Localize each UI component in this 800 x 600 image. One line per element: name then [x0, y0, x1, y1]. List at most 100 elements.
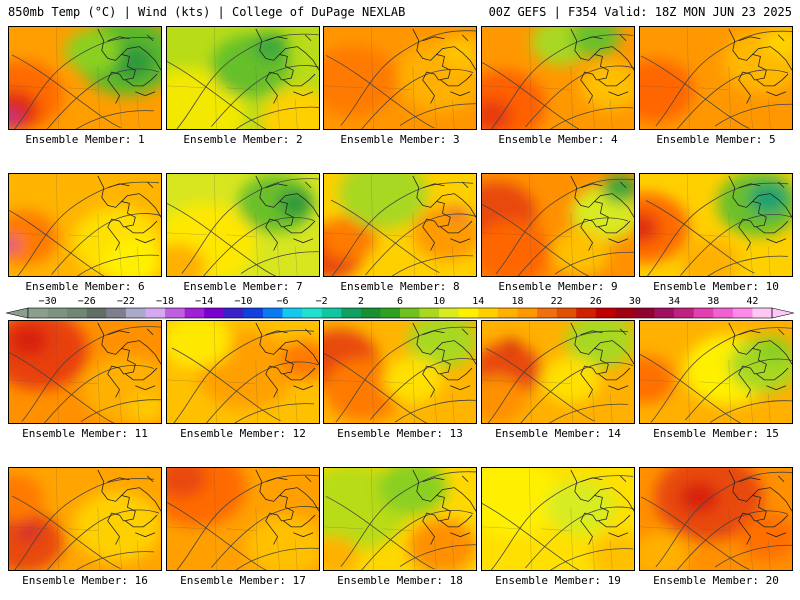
- temperature-region: [640, 59, 695, 123]
- height-contour: [9, 351, 115, 423]
- colorbar-tick-label: 34: [668, 296, 681, 307]
- height-contour: [550, 548, 634, 570]
- great-lakes-coastline: [570, 469, 634, 545]
- colorbar-swatch: [302, 308, 322, 318]
- height-contour: [399, 544, 476, 567]
- colorbar-max-arrow: [771, 307, 794, 319]
- colorbar-tick-label: −30: [38, 296, 57, 307]
- temperature-region: [763, 27, 792, 58]
- great-lakes-coastline: [728, 175, 792, 251]
- colorbar-tick-label: −2: [315, 296, 328, 307]
- height-contour: [325, 496, 435, 570]
- ensemble-panel: [639, 173, 793, 277]
- colorbar-swatch: [243, 308, 264, 318]
- panel-caption: Ensemble Member: 5: [656, 133, 776, 146]
- temperature-region: [338, 174, 428, 229]
- temperature-field-map: [167, 27, 319, 129]
- height-contour: [554, 251, 634, 275]
- temperature-field-map: [640, 468, 792, 570]
- panel-caption: Ensemble Member: 6: [25, 280, 145, 293]
- temperature-region: [451, 208, 464, 218]
- height-contour: [235, 106, 319, 129]
- state-borders: [482, 174, 613, 276]
- ensemble-panel: [481, 320, 635, 424]
- colorbar-swatch: [674, 308, 694, 318]
- panel-caption: Ensemble Member: 13: [337, 427, 463, 440]
- panel-caption: Ensemble Member: 18: [337, 574, 463, 587]
- temperature-field-map: [9, 27, 161, 129]
- panel-caption: Ensemble Member: 1: [25, 133, 145, 146]
- temperature-region: [9, 324, 49, 357]
- temperature-region: [378, 468, 448, 516]
- ensemble-panel: [166, 467, 320, 571]
- panel-caption: Ensemble Member: 10: [653, 280, 779, 293]
- ensemble-panel: [323, 26, 477, 130]
- temperature-region: [442, 35, 476, 68]
- panel-caption: Ensemble Member: 3: [340, 133, 460, 146]
- colorbar-swatch: [360, 308, 381, 318]
- great-lakes-coastline: [570, 175, 634, 251]
- temperature-colorbar: [6, 307, 794, 319]
- colorbar-tick-label: −10: [234, 296, 253, 307]
- state-borders: [482, 321, 613, 423]
- height-contour: [680, 214, 792, 276]
- panel-caption: Ensemble Member: 12: [180, 427, 306, 440]
- temperature-field-map: [167, 321, 319, 423]
- temperature-region: [679, 481, 719, 514]
- state-borders: [167, 174, 298, 276]
- height-contour: [234, 403, 315, 423]
- colorbar-swatch: [439, 308, 460, 318]
- height-contour: [394, 399, 476, 423]
- state-borders: [482, 27, 613, 129]
- temperature-region: [102, 238, 161, 276]
- height-contour: [487, 330, 629, 423]
- height-contour: [325, 55, 435, 129]
- colorbar-swatch: [125, 308, 146, 318]
- height-contour: [685, 358, 792, 421]
- height-contour: [340, 471, 476, 567]
- colorbar-swatch: [478, 308, 499, 318]
- colorbar-tick-label: 30: [628, 296, 641, 307]
- colorbar-outline: [27, 307, 773, 319]
- colorbar-tick-label: 10: [433, 296, 446, 307]
- colorbar-tick-label: 42: [746, 296, 759, 307]
- temperature-region: [324, 45, 399, 117]
- ensemble-panel: [8, 467, 162, 571]
- colorbar-tick-label: 38: [707, 296, 720, 307]
- colorbar-swatch: [145, 308, 166, 318]
- height-contour: [17, 181, 160, 276]
- height-contour: [335, 326, 476, 423]
- height-contour: [181, 178, 319, 274]
- temperature-region: [503, 339, 520, 352]
- ensemble-panel: [8, 26, 162, 130]
- great-lakes-coastline: [728, 322, 792, 398]
- height-contour: [640, 55, 750, 129]
- ensemble-panel: [166, 320, 320, 424]
- panel-caption: Ensemble Member: 20: [653, 574, 779, 587]
- ensemble-panel: [639, 26, 793, 130]
- height-contour: [517, 217, 629, 276]
- height-contour: [9, 210, 105, 276]
- height-contour: [495, 178, 634, 275]
- colorbar-swatch: [556, 308, 577, 318]
- temperature-region: [482, 221, 552, 276]
- height-contour: [490, 34, 634, 129]
- temperature-field-map: [640, 174, 792, 276]
- height-contour: [80, 399, 161, 422]
- temperature-region: [640, 212, 660, 244]
- height-contour: [11, 54, 121, 128]
- panel-caption: Ensemble Member: 8: [340, 280, 460, 293]
- height-contour: [340, 30, 476, 126]
- chart-title: 850mb Temp (°C) | Wind (kts) | College o…: [8, 5, 406, 19]
- colorbar-swatch: [458, 308, 479, 318]
- colorbar-swatch: [106, 308, 127, 318]
- temperature-field-map: [9, 174, 161, 276]
- great-lakes-coastline: [255, 322, 319, 398]
- height-contour: [324, 352, 428, 423]
- height-contour: [167, 502, 267, 570]
- height-contour: [361, 510, 474, 570]
- colorbar-swatch: [419, 308, 440, 318]
- temperature-region: [65, 29, 121, 74]
- temperature-region: [167, 468, 207, 498]
- great-lakes-coastline: [412, 469, 476, 545]
